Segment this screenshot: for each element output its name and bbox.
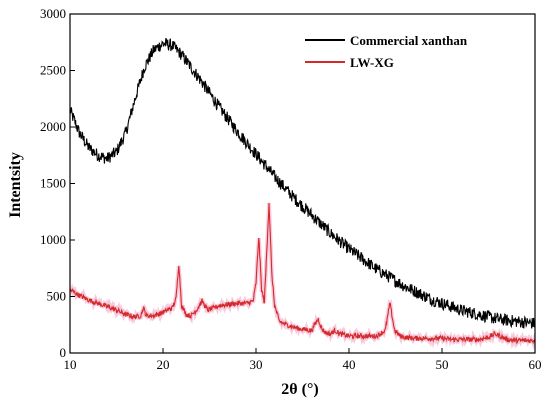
x-tick-label: 10 — [64, 357, 77, 372]
legend-label: LW-XG — [350, 55, 394, 70]
y-tick-label: 0 — [60, 345, 67, 360]
plot-frame — [69, 13, 536, 354]
x-axis-title: 2θ (°) — [281, 381, 318, 398]
y-tick-label: 2500 — [40, 63, 66, 78]
y-tick-label: 1500 — [40, 176, 66, 191]
series-line-lw-xg — [70, 202, 535, 345]
series-halo-lw-xg — [70, 202, 535, 350]
y-tick-label: 2000 — [40, 119, 66, 134]
plot-area — [69, 13, 536, 354]
legend-label: Commercial xanthan — [350, 33, 468, 48]
y-tick-label: 500 — [47, 289, 67, 304]
x-axis: 10 20 30 40 50 60 — [64, 348, 542, 372]
x-tick-label: 40 — [343, 357, 356, 372]
x-tick-label: 20 — [157, 357, 170, 372]
series-line-commercial-xanthan — [70, 38, 535, 329]
x-tick-label: 30 — [250, 357, 263, 372]
y-axis-title: Intentsity — [7, 152, 24, 218]
y-axis: 0 500 1000 1500 2000 2500 3000 — [40, 6, 75, 360]
y-tick-label: 1000 — [40, 232, 66, 247]
x-tick-label: 50 — [436, 357, 449, 372]
legend: Commercial xanthan LW-XG — [305, 33, 468, 70]
y-tick-label: 3000 — [40, 6, 66, 21]
x-tick-label: 60 — [529, 357, 542, 372]
